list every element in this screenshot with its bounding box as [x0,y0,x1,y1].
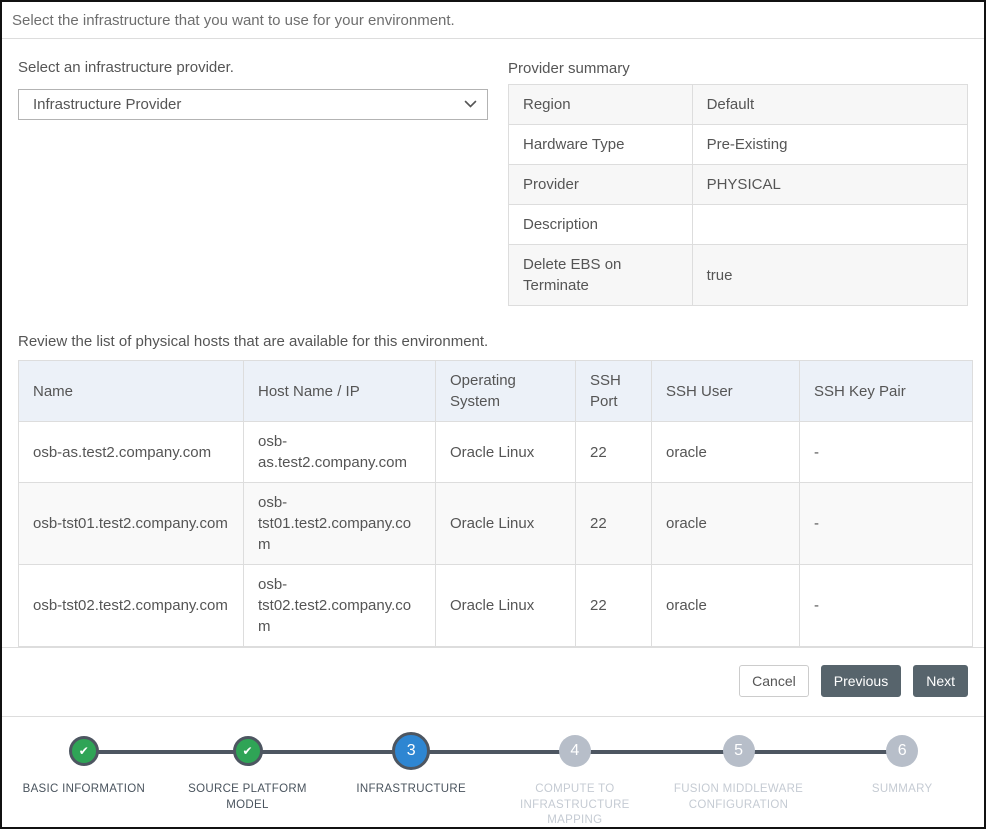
host-cell: osb-tst02.test2.company.com [243,564,436,647]
step-circle-wrap: 4 [558,729,591,773]
hosts-column-header: SSH Port [575,360,652,422]
host-cell: oracle [651,421,800,483]
step-circle-wrap: ✔ [232,729,263,773]
hosts-header-row: Name Host Name / IP Operating System SSH Po… [18,360,973,422]
step-label: SUMMARY [871,783,933,795]
host-cell: 22 [575,482,652,565]
host-cell: osb-as.test2.company.com [243,421,436,483]
page-title: Select the infrastructure that you want … [2,2,984,39]
hosts-description: Review the list of physical hosts that a… [18,333,489,350]
step-circle-wrap: ✔ [68,729,99,773]
step-circle-wrap: 6 [886,729,919,773]
host-cell: osb-tst01.test2.company.com [18,482,244,565]
step-circle-wrap: 3 [392,729,431,773]
host-cell: 22 [575,421,652,483]
summary-row: Provider PHYSICAL [508,164,969,205]
previous-button[interactable]: Previous [820,665,902,697]
step-number[interactable]: 3 [392,732,431,770]
step-circle-wrap: 5 [722,729,755,773]
host-cell: osb-as.test2.company.com [18,421,244,483]
step-number[interactable]: 5 [722,735,755,767]
step-label: BASIC INFORMATION [22,783,146,795]
step-label: COMPUTE TO INFRASTRUCTURE MAPPING [520,783,630,827]
host-cell: osb-tst02.test2.company.com [18,564,244,647]
host-cell: - [799,564,973,647]
action-bar: Cancel Previous Next [2,647,984,716]
step-label: INFRASTRUCTURE [356,783,466,795]
stepper-step-basic-information: ✔ BASIC INFORMATION [2,729,166,827]
wizard-stepper: ✔ BASIC INFORMATION ✔ SOURCE PLATFORM MODEL… [2,716,984,827]
summary-row-value: PHYSICAL [691,164,969,205]
top-section: Select an infrastructure provider. Infra… [18,59,969,306]
check-icon[interactable]: ✔ [232,736,263,766]
host-row: osb-tst02.test2.company.com osb-tst02.tes… [18,564,973,647]
provider-summary-table: Region Default Hardware Type Pre-Existing Pr… [508,84,969,306]
check-icon[interactable]: ✔ [68,736,99,766]
provider-select-section: Select an infrastructure provider. Infra… [18,59,488,306]
hosts-column-header: Operating System [435,360,576,422]
summary-row-value: Default [691,84,969,125]
stepper-step-fusion-middleware-configuration: 5 FUSION MIDDLEWARE CONFIGURATION [657,729,821,827]
host-cell: osb-tst01.test2.company.com [243,482,436,565]
hosts-column-header: SSH Key Pair [799,360,973,422]
host-cell: - [799,421,973,483]
host-cell: oracle [651,564,800,647]
host-cell: 22 [575,564,652,647]
summary-row-label: Region [508,84,693,125]
provider-select-label: Select an infrastructure provider. [18,59,234,76]
host-cell: Oracle Linux [435,482,576,565]
stepper-step-source-platform-model: ✔ SOURCE PLATFORM MODEL [166,729,330,827]
stepper-connector-line [84,750,905,754]
summary-row-label: Description [508,204,693,245]
host-cell: oracle [651,482,800,565]
cancel-button[interactable]: Cancel [739,665,809,697]
provider-summary-title: Provider summary [508,60,630,77]
stepper-step-summary: 6 SUMMARY [820,729,984,827]
step-label: SOURCE PLATFORM MODEL [188,783,307,811]
summary-row: Delete EBS on Terminate true [508,244,969,306]
summary-row: Region Default [508,84,969,125]
physical-hosts-table: Name Host Name / IP Operating System SSH Po… [18,360,973,647]
hosts-column-header: Host Name / IP [243,360,436,422]
summary-row-label: Delete EBS on Terminate [508,244,693,306]
main-content: Select an infrastructure provider. Infra… [2,39,984,647]
summary-row-value [691,204,969,245]
step-label: FUSION MIDDLEWARE CONFIGURATION [673,783,804,811]
summary-row: Description [508,204,969,245]
provider-summary-body: Region Default Hardware Type Pre-Existing Pr… [508,84,969,306]
host-cell: - [799,482,973,565]
provider-summary-section: Provider summary Region Default Hardware T… [508,59,969,306]
summary-row-label: Hardware Type [508,124,693,165]
step-number[interactable]: 4 [558,735,591,767]
host-cell: Oracle Linux [435,564,576,647]
summary-row-label: Provider [508,164,693,205]
step-number[interactable]: 6 [886,735,919,767]
stepper-step-infrastructure: 3 INFRASTRUCTURE [329,729,493,827]
host-row: osb-as.test2.company.com osb-as.test2.com… [18,421,973,483]
host-row: osb-tst01.test2.company.com osb-tst01.tes… [18,482,973,565]
hosts-table-body: osb-as.test2.company.com osb-as.test2.com… [18,421,973,647]
summary-row-value: Pre-Existing [691,124,969,165]
next-button[interactable]: Next [913,665,968,697]
summary-row: Hardware Type Pre-Existing [508,124,969,165]
stepper-step-compute-to-infrastructure-mapping: 4 COMPUTE TO INFRASTRUCTURE MAPPING [493,729,657,827]
provider-select-wrap: Infrastructure Provider [18,89,488,120]
hosts-column-header: Name [18,360,244,422]
host-cell: Oracle Linux [435,421,576,483]
hosts-column-header: SSH User [651,360,800,422]
summary-row-value: true [691,244,969,306]
infrastructure-provider-select[interactable]: Infrastructure Provider [18,89,488,120]
